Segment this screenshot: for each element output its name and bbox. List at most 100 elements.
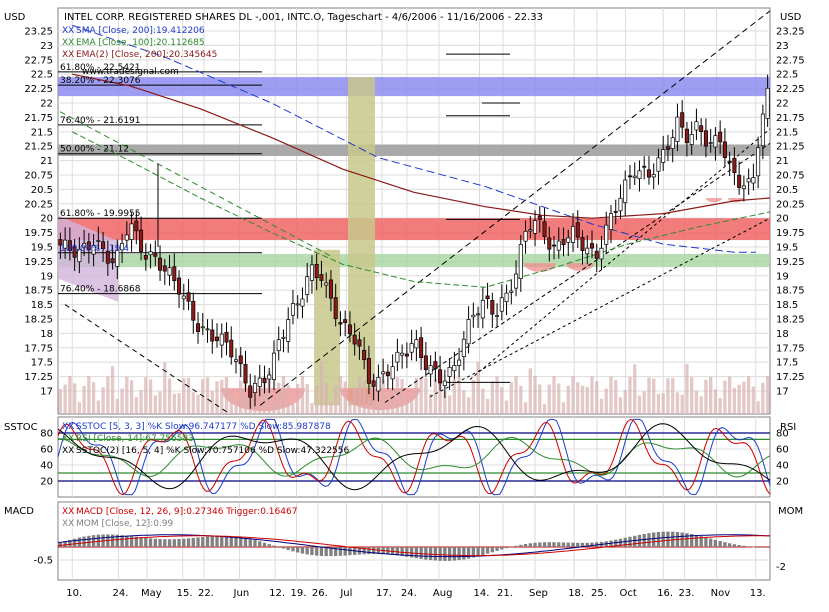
y-tick-label-right: 20.25 [776, 199, 805, 210]
mom-bar [110, 534, 115, 547]
mom-bar [296, 547, 300, 553]
volume-bar [319, 361, 324, 414]
mom-bar [481, 547, 485, 556]
volume-bar [765, 376, 770, 414]
trend-line-support [429, 217, 771, 398]
mom-bar [443, 547, 447, 561]
mom-bar [315, 547, 319, 556]
candle-body [727, 160, 732, 164]
volume-bar [723, 380, 727, 414]
candle-body [96, 240, 101, 242]
mom-bar [561, 542, 566, 547]
volume-bar [419, 378, 423, 414]
candle-body [689, 134, 694, 145]
indicator-prefix: XX [62, 434, 74, 444]
fib-label: 61.80% - 22.5421 [60, 63, 141, 73]
candle-body [101, 241, 106, 250]
candle-body [461, 338, 466, 357]
candle-body [262, 377, 267, 384]
y-tick-label-right: 18.75 [776, 286, 805, 297]
volume-bar [338, 376, 343, 414]
volume-bar [694, 390, 699, 414]
x-tick-label: Jul [339, 588, 352, 599]
candle-body [395, 351, 400, 363]
x-tick-label: 24. [401, 588, 417, 599]
fib-label: 61.80% - 19.9955 [60, 209, 141, 219]
y-tick-label-right: 20.75 [776, 171, 805, 182]
candle-body [457, 359, 462, 366]
candle-body [703, 130, 708, 147]
mom-bar [329, 547, 333, 557]
volume-bar [239, 380, 243, 414]
mom-bar [409, 547, 414, 558]
mom-bar [87, 535, 91, 547]
volume-bar [690, 377, 694, 414]
mom-bar [438, 547, 442, 561]
mom-bar [504, 547, 509, 549]
volume-bar [400, 378, 404, 414]
candle-body [404, 353, 409, 357]
y-tick-label-left: 22 [40, 99, 53, 110]
candle-body [129, 223, 134, 240]
candle-body [423, 355, 428, 370]
volume-bar [495, 376, 499, 414]
mom-bar [576, 542, 580, 547]
mom-bar [115, 534, 119, 547]
candle-body [442, 380, 447, 387]
candle-body [718, 131, 723, 143]
volume-bar [552, 376, 556, 414]
candle-body [196, 323, 201, 333]
mom-bar [220, 535, 224, 547]
mom-bar [120, 535, 124, 547]
volume-bar [737, 384, 741, 414]
candle-body [485, 295, 490, 300]
volume-bar [533, 376, 537, 414]
candle-body [120, 243, 125, 251]
static-layer [57, 7, 771, 581]
candle-body [143, 255, 148, 260]
volume-bar [471, 380, 475, 414]
candle-body [63, 239, 68, 249]
candle-body [594, 250, 599, 259]
mom-bar [713, 539, 718, 547]
volume-bar [390, 390, 395, 414]
indicator-label: SMA [Close, 200]:19.412206 [76, 26, 205, 36]
x-tick-label: 17. [376, 588, 392, 599]
y-tick-label-left: 21 [40, 156, 53, 167]
candle-body [737, 174, 742, 188]
mom-bar [72, 538, 77, 547]
volume-bar [357, 376, 362, 414]
candle-body [371, 380, 376, 387]
mom-bar [495, 547, 499, 551]
volume-bar [685, 363, 689, 414]
candle-body [347, 324, 352, 334]
mom-bar [362, 547, 366, 555]
candle-body [632, 175, 637, 179]
candle-body [708, 142, 713, 144]
mom-bar [718, 541, 722, 547]
candle-body [167, 267, 172, 276]
candle-body [722, 141, 727, 159]
volume-bar [447, 395, 452, 414]
mom-bar [234, 536, 238, 547]
mom-bar [163, 539, 167, 547]
mom-bar [642, 533, 646, 547]
mom-bar [590, 542, 594, 547]
candle-body [177, 277, 182, 295]
candle-body [665, 146, 670, 150]
candle-body [338, 322, 343, 325]
candle-body [537, 215, 542, 220]
candle-body [300, 298, 305, 307]
volume-bar [362, 380, 366, 414]
volume-bar [348, 399, 352, 414]
y-tick-label-left: 19.75 [24, 228, 53, 239]
mom-bar [258, 541, 262, 547]
candle-body [328, 279, 333, 299]
volume-bar [485, 398, 490, 414]
volume-bar [523, 402, 528, 414]
y-tick-label-left: 21.75 [24, 113, 53, 124]
mom-bar [253, 540, 257, 547]
volume-bar [504, 400, 509, 414]
volume-bar [761, 382, 765, 414]
indicator-label: EMA(2) [Close, 200]:20.345645 [76, 50, 217, 60]
